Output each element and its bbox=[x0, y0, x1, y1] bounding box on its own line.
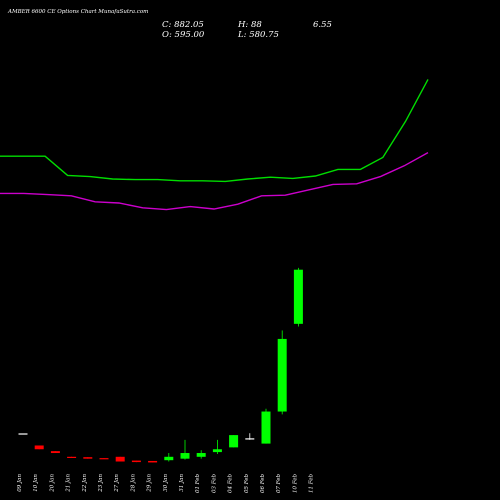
candle-body bbox=[99, 458, 109, 460]
x-tick-label: 06 Feb bbox=[260, 474, 266, 494]
candle-body bbox=[261, 411, 271, 444]
high-label: H: 88 bbox=[237, 20, 262, 30]
x-tick-label: 20 Jan bbox=[49, 474, 55, 493]
x-tick-label: 10 Feb bbox=[292, 474, 298, 494]
close-label: C: 882.05 bbox=[162, 20, 204, 30]
overlay-lines bbox=[0, 79, 429, 211]
x-tick-label: 29 Jan bbox=[147, 474, 153, 493]
x-tick-label: 07 Feb bbox=[276, 474, 282, 494]
x-tick-label: 23 Jan bbox=[98, 474, 104, 493]
overlay-line-1 bbox=[0, 79, 429, 183]
x-tick-label: 05 Feb bbox=[244, 474, 250, 494]
candle-body bbox=[212, 449, 222, 453]
candle-body bbox=[180, 453, 190, 459]
x-axis-labels: 09 Jan 10 Jan 20 Jan 21 Jan 22 Jan 23 Jan 27 J… bbox=[17, 474, 315, 494]
low-label: L: 580.75 bbox=[237, 30, 279, 40]
candle-body bbox=[196, 453, 206, 457]
candle-body bbox=[245, 438, 255, 440]
candle-body bbox=[83, 457, 93, 459]
candle-body bbox=[293, 269, 303, 324]
x-tick-label: 27 Jan bbox=[114, 474, 120, 493]
candles bbox=[18, 267, 303, 463]
x-tick-label: 31 Jan bbox=[179, 474, 185, 492]
x-tick-label: 21 Jan bbox=[66, 474, 72, 493]
x-tick-label: 04 Feb bbox=[228, 474, 234, 494]
x-tick-label: 28 Jan bbox=[130, 474, 136, 493]
x-tick-label: 09 Jan bbox=[17, 474, 23, 492]
x-tick-label: 10 Jan bbox=[33, 474, 39, 492]
change-label: 6.55 bbox=[313, 20, 332, 30]
x-tick-label: 22 Jan bbox=[82, 474, 88, 493]
open-label: O: 595.00 bbox=[162, 30, 205, 40]
candle-body bbox=[115, 456, 125, 462]
candle-body bbox=[277, 338, 287, 412]
x-tick-label: 01 Feb bbox=[195, 474, 201, 494]
candle-body bbox=[67, 456, 77, 458]
x-tick-label: 30 Jan bbox=[163, 474, 169, 492]
x-tick-label: 03 Feb bbox=[211, 474, 217, 494]
candle-body bbox=[50, 451, 60, 454]
chart-title: AMBER 6600 CE Options Chart MunafaSutra.… bbox=[7, 9, 148, 15]
x-tick-label: 11 Feb bbox=[309, 474, 315, 494]
candle-body bbox=[131, 460, 141, 463]
candle-body bbox=[148, 460, 158, 463]
candle-body bbox=[229, 435, 239, 448]
overlay-line-2 bbox=[0, 151, 429, 211]
candle-body bbox=[164, 456, 174, 461]
candle-body bbox=[18, 433, 28, 435]
candle-body bbox=[34, 445, 44, 450]
